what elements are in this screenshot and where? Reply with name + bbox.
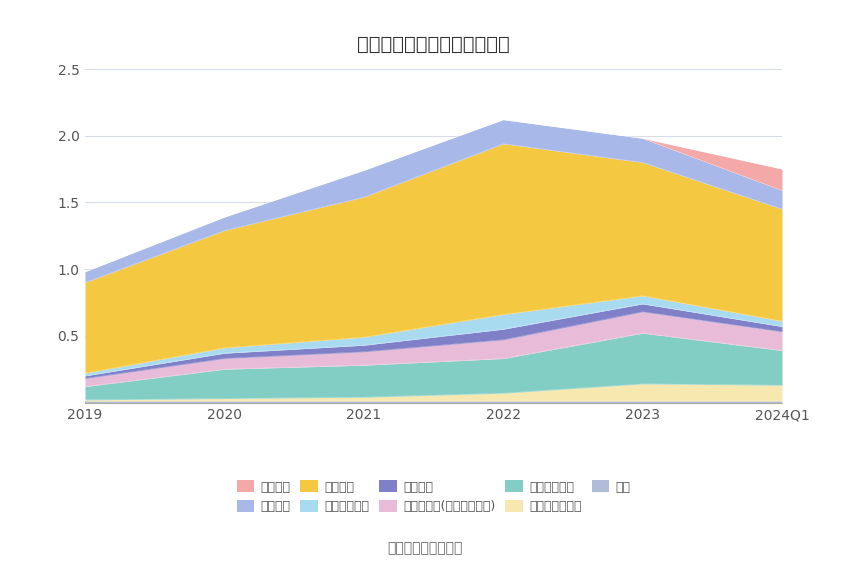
Title: 历年主要负债堆积图（亿元）: 历年主要负债堆积图（亿元）: [357, 34, 510, 53]
Text: 数据来源：恒生聚源: 数据来源：恒生聚源: [388, 541, 462, 555]
Legend: 短期借款, 应付票据, 应付账款, 应付职工薪酬, 应交税费, 其他应付款(含利息和股利), 其他流动负债, 递延所得税负债, 其它: 短期借款, 应付票据, 应付账款, 应付职工薪酬, 应交税费, 其他应付款(含利…: [232, 476, 635, 518]
